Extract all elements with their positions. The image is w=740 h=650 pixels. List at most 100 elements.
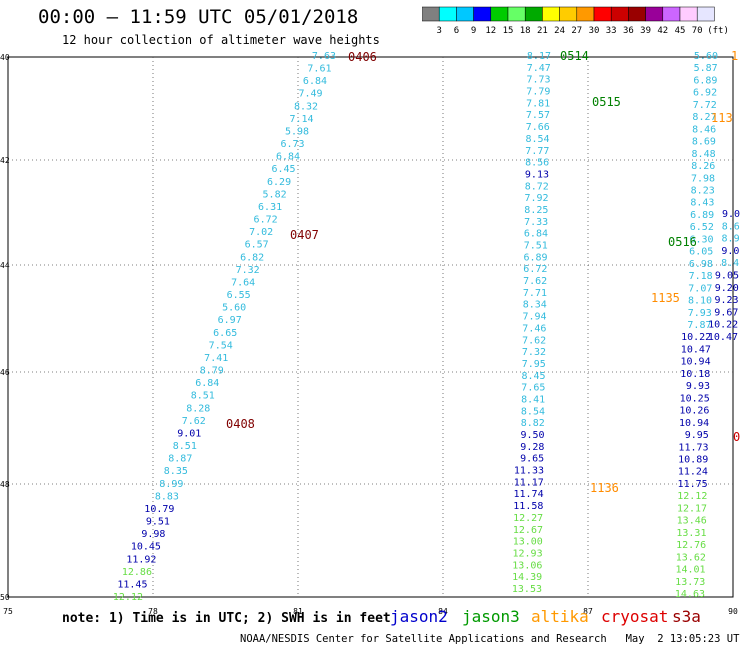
color-scale-tick: 9	[471, 26, 476, 36]
swh-value-track-0514: 9.13	[525, 169, 549, 180]
swh-value-track-0514: 7.57	[526, 110, 550, 121]
swh-value-track-0406: 12.86	[122, 567, 152, 578]
swh-value-track-0406: 8.83	[155, 491, 179, 502]
latitude-label: 48	[0, 480, 10, 489]
swh-value-track-0515: 13.46	[677, 516, 707, 527]
swh-value-track-0406: 9.98	[141, 529, 165, 540]
color-scale-tick: 36	[623, 26, 634, 36]
swh-value-track-0514: 13.00	[513, 537, 543, 548]
swh-value-track-0514: 7.65	[521, 383, 545, 394]
color-scale-unit: (ft)	[707, 26, 729, 36]
swh-value-track-0406: 6.65	[213, 328, 237, 339]
swh-value-track-0406: 5.82	[263, 189, 287, 200]
swh-value-track-0515: 8.69	[692, 137, 716, 148]
swh-value-track-0406: 7.63	[312, 51, 336, 62]
color-scale-tick: 24	[554, 26, 565, 36]
swh-value-track-edge: 8.9	[722, 234, 740, 245]
swh-value-track-0515: 6.89	[693, 75, 717, 86]
swh-value-track-edge: 9.20	[715, 283, 739, 294]
swh-value-track-0515: 7.93	[688, 308, 712, 319]
swh-value-track-0406: 6.82	[240, 252, 264, 263]
pass-time-label: 1	[731, 49, 738, 63]
swh-value-track-0515: 9.93	[686, 381, 710, 392]
swh-value-track-0515: 8.10	[688, 296, 712, 307]
swh-value-track-0514: 7.95	[522, 359, 546, 370]
swh-value-track-0514: 7.51	[524, 241, 548, 252]
swh-value-track-0406: 7.49	[298, 89, 322, 100]
swh-value-track-0406: 5.60	[222, 303, 246, 314]
swh-value-track-0514: 7.71	[523, 288, 547, 299]
pass-time-label: 0515	[592, 95, 621, 109]
swh-value-track-edge: 8.6	[722, 221, 740, 232]
swh-value-track-0514: 7.33	[524, 217, 548, 228]
swh-value-track-0514: 11.74	[513, 489, 543, 500]
swh-value-track-0514: 8.45	[522, 371, 546, 382]
swh-value-track-edge: 10.22	[708, 320, 738, 331]
swh-value-track-edge: 9.23	[715, 295, 739, 306]
swh-value-track-0514: 12.27	[513, 513, 543, 524]
pass-time-label: 0514	[560, 49, 589, 63]
swh-value-track-0514: 6.89	[524, 252, 548, 263]
swh-value-track-edge: 9.0	[721, 246, 739, 257]
swh-value-track-0515: 8.48	[692, 149, 716, 160]
swh-value-track-0406: 6.84	[276, 152, 300, 163]
swh-value-track-0515: 6.92	[693, 88, 717, 99]
swh-value-track-0515: 7.98	[691, 173, 715, 184]
footnote: note: 1) Time is in UTC; 2) SWH is in fe…	[62, 611, 391, 626]
swh-value-track-0515: 10.89	[678, 455, 708, 466]
swh-value-track-0406: 6.55	[227, 290, 251, 301]
color-scale-tick: 18	[520, 26, 531, 36]
swh-value-track-0515: 8.27	[692, 112, 716, 123]
swh-value-track-0514: 7.62	[523, 276, 547, 287]
swh-value-track-0515: 8.26	[691, 161, 715, 172]
swh-value-track-0406: 8.51	[173, 441, 197, 452]
swh-value-track-0515: 10.22	[681, 332, 711, 343]
swh-value-track-0514: 14.39	[512, 572, 542, 583]
swh-value-track-0406: 11.92	[126, 554, 156, 565]
swh-value-track-0406: 8.28	[186, 403, 210, 414]
swh-value-track-0515: 11.24	[678, 467, 708, 478]
swh-value-track-0515: 6.05	[689, 247, 713, 258]
pass-time-label: 0	[733, 430, 740, 444]
swh-value-track-0406: 8.32	[294, 101, 318, 112]
swh-value-track-0406: 7.14	[289, 114, 313, 125]
swh-value-track-0514: 7.47	[527, 63, 551, 74]
swh-value-track-0515: 7.72	[693, 100, 717, 111]
credit-footer: NOAA/NESDIS Center for Satellite Applica…	[240, 633, 740, 645]
color-scale-tick: 15	[503, 26, 514, 36]
swh-value-track-0406: 7.62	[182, 416, 206, 427]
swh-value-track-0514: 13.53	[512, 584, 542, 595]
swh-value-track-edge: 10.47	[708, 332, 738, 343]
swh-value-track-0406: 8.99	[159, 479, 183, 490]
swh-value-track-0515: 8.23	[691, 186, 715, 197]
swh-value-track-0406: 6.97	[218, 315, 242, 326]
swh-value-track-0406: 11.45	[117, 579, 147, 590]
swh-value-track-0515: 14.63	[675, 589, 705, 600]
swh-value-track-0514: 11.33	[514, 466, 544, 477]
swh-value-track-0514: 7.46	[522, 323, 546, 334]
swh-value-track-0406: 6.57	[245, 240, 269, 251]
color-scale-tick: 30	[589, 26, 600, 36]
color-scale-legend: 3 6 9 12 15 18 21 24 27 30 33 36 39 42 45 70 (ft)	[422, 6, 729, 36]
swh-value-track-0514: 8.54	[526, 134, 550, 145]
color-scale-tick: 39	[640, 26, 651, 36]
swh-value-track-0515: 10.94	[681, 357, 711, 368]
latitude-label: 50	[0, 593, 10, 602]
longitude-label: 78	[148, 607, 158, 616]
swh-value-track-0514: 8.82	[521, 418, 545, 429]
longitude-label: 81	[293, 607, 303, 616]
swh-value-track-0406: 7.61	[307, 64, 331, 75]
swh-value-track-0406: 6.31	[258, 202, 282, 213]
pass-time-label: 0406	[348, 50, 377, 64]
satellite-label-jason3: jason3	[462, 607, 520, 626]
swh-value-track-0406: 8.35	[164, 466, 188, 477]
swh-value-track-0514: 13.06	[512, 560, 542, 571]
swh-value-track-0515: 6.30	[689, 234, 713, 245]
pass-time-label: 0516	[668, 235, 697, 249]
swh-value-track-0406: 6.84	[303, 76, 327, 87]
swh-value-track-0515: 7.07	[688, 283, 712, 294]
swh-value-track-0515: 7.18	[689, 271, 713, 282]
swh-value-track-0515: 7.87	[687, 320, 711, 331]
swh-value-track-0514: 8.34	[523, 300, 547, 311]
